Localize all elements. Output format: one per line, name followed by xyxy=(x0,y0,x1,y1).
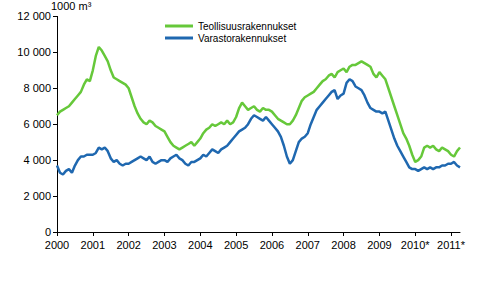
svg-text:2010*: 2010* xyxy=(401,239,430,251)
svg-text:2005: 2005 xyxy=(224,239,248,251)
svg-text:12 000: 12 000 xyxy=(17,10,51,22)
svg-text:Varastorakennukset: Varastorakennukset xyxy=(198,33,286,44)
svg-text:6 000: 6 000 xyxy=(23,118,51,130)
svg-text:2003: 2003 xyxy=(152,239,176,251)
svg-text:2001: 2001 xyxy=(81,239,105,251)
svg-text:2006: 2006 xyxy=(260,239,284,251)
svg-text:2002: 2002 xyxy=(116,239,140,251)
svg-text:8 000: 8 000 xyxy=(23,82,51,94)
svg-text:10 000: 10 000 xyxy=(17,46,51,58)
svg-text:Teollisuusrakennukset: Teollisuusrakennukset xyxy=(198,21,297,32)
svg-text:0: 0 xyxy=(45,226,51,238)
svg-text:4 000: 4 000 xyxy=(23,154,51,166)
svg-text:2008: 2008 xyxy=(331,239,355,251)
svg-text:1000 m³: 1000 m³ xyxy=(51,0,92,12)
svg-text:2009: 2009 xyxy=(367,239,391,251)
svg-text:2011*: 2011* xyxy=(437,239,466,251)
svg-text:2007: 2007 xyxy=(296,239,320,251)
svg-text:2004: 2004 xyxy=(188,239,212,251)
svg-text:2000: 2000 xyxy=(45,239,69,251)
svg-text:2 000: 2 000 xyxy=(23,190,51,202)
